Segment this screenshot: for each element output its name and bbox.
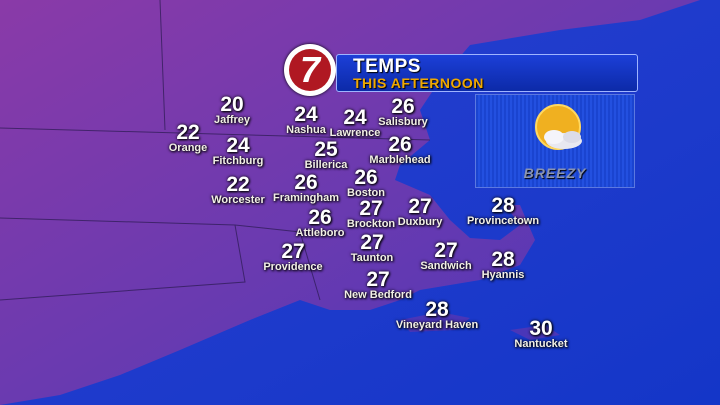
forecast-panel: BREEZY [475, 94, 635, 188]
city-marker: 26 Boston [347, 166, 385, 199]
city-marker: 27 Sandwich [420, 239, 472, 272]
city-marker: 26 Salisbury [378, 95, 428, 128]
city-marker: 26 Framingham [272, 171, 340, 204]
city-marker: 24 Fitchburg [212, 134, 264, 167]
city-marker: 20 Jaffrey [213, 93, 251, 126]
city-marker: 26 Attleboro [295, 206, 345, 239]
city-temperature: 25 [314, 138, 338, 161]
city-temperature: 26 [391, 95, 415, 118]
city-temperature: 22 [176, 121, 200, 144]
city-name: Framingham [272, 192, 340, 204]
city-marker: 27 Taunton [350, 231, 394, 264]
title-banner: TEMPS THIS AFTERNOON [336, 54, 638, 92]
city-name: Attleboro [295, 227, 345, 239]
city-marker: 30 Nantucket [514, 317, 568, 350]
city-temperature: 20 [220, 93, 244, 116]
city-marker: 24 Lawrence [329, 106, 381, 139]
city-temperature: 27 [366, 268, 390, 291]
land-mass [0, 0, 700, 405]
city-temperature: 27 [359, 197, 383, 220]
city-temperature: 26 [294, 171, 318, 194]
city-temperature: 30 [529, 317, 553, 340]
marthas-vineyard [400, 312, 470, 332]
city-marker: 27 Brockton [346, 197, 396, 230]
city-name: Hyannis [481, 269, 525, 281]
city-name: Worcester [211, 194, 265, 206]
city-name: Brockton [346, 218, 396, 230]
subtitle: THIS AFTERNOON [353, 75, 484, 91]
city-temperature: 28 [425, 298, 449, 321]
state-borders [0, 0, 431, 301]
city-marker: 28 Vineyard Haven [395, 298, 479, 331]
city-temperature: 28 [491, 248, 515, 271]
city-marker: 22 Worcester [211, 173, 265, 206]
city-temperature: 26 [308, 206, 332, 229]
city-marker: 28 Hyannis [481, 248, 525, 281]
city-name: New Bedford [344, 289, 412, 301]
station-logo: 7 [284, 44, 336, 96]
city-marker: 28 Provincetown [466, 194, 540, 227]
city-temperature: 27 [281, 240, 305, 263]
city-name: Provincetown [466, 215, 540, 227]
city-marker: 27 Duxbury [397, 195, 443, 228]
city-name: Taunton [350, 252, 394, 264]
city-marker: 26 Marblehead [369, 133, 431, 166]
city-name: Marblehead [369, 154, 431, 166]
city-marker: 27 New Bedford [344, 268, 412, 301]
city-temperature: 27 [434, 239, 458, 262]
city-temperature: 22 [226, 173, 250, 196]
city-name: Nantucket [514, 338, 568, 350]
city-marker: 22 Orange [168, 121, 208, 154]
city-marker: 24 Nashua [286, 103, 326, 136]
city-name: Boston [347, 187, 385, 199]
city-name: Duxbury [397, 216, 443, 228]
city-temperature: 28 [491, 194, 515, 217]
city-name: Billerica [304, 159, 348, 171]
city-name: Sandwich [420, 260, 472, 272]
city-temperature: 27 [408, 195, 432, 218]
city-name: Lawrence [329, 127, 381, 139]
city-temperature: 26 [354, 166, 378, 189]
city-name: Orange [168, 142, 208, 154]
condition-label: BREEZY [523, 165, 587, 181]
city-marker: 25 Billerica [304, 138, 348, 171]
city-name: Salisbury [378, 116, 428, 128]
city-temperature: 27 [360, 231, 384, 254]
city-name: Providence [263, 261, 323, 273]
city-temperature: 24 [226, 134, 250, 157]
city-marker: 27 Providence [263, 240, 323, 273]
city-temperature: 24 [343, 106, 367, 129]
nantucket-island [510, 325, 560, 340]
city-name: Nashua [286, 124, 326, 136]
city-name: Fitchburg [212, 155, 264, 167]
city-temperature: 26 [388, 133, 412, 156]
city-name: Vineyard Haven [395, 319, 479, 331]
title: TEMPS [353, 56, 421, 77]
city-temperature: 24 [294, 103, 318, 126]
partly-sunny-icon [535, 104, 582, 150]
city-name: Jaffrey [213, 114, 251, 126]
